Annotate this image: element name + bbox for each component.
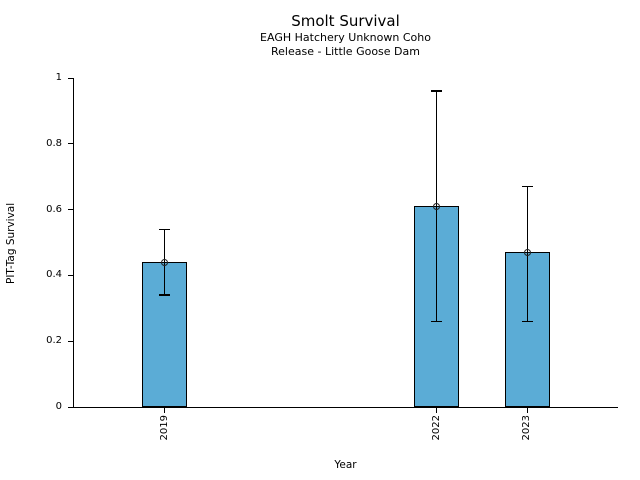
x-tick-mark <box>164 408 166 413</box>
x-tick-label-2019: 2019 <box>158 415 170 441</box>
y-axis-label: PIT-Tag Survival <box>5 202 17 284</box>
chart-subtitle-line-2: Release - Little Goose Dam <box>271 45 420 58</box>
y-tick-mark <box>68 143 73 145</box>
point-marker-2022 <box>433 202 441 210</box>
x-tick-label-2023: 2023 <box>521 415 533 441</box>
y-tick-mark <box>68 274 73 276</box>
y-tick-label: 0.8 <box>46 137 62 149</box>
point-marker-2023 <box>523 248 531 256</box>
x-tick-mark <box>436 408 438 413</box>
error-bar-cap-top-2023 <box>521 185 533 188</box>
y-tick-label: 1 <box>55 72 62 83</box>
y-tick-label: 0.2 <box>46 335 62 347</box>
error-bar-cap-bottom-2023 <box>521 320 533 323</box>
error-bar-cap-bottom-2019 <box>159 294 171 296</box>
x-tick-label-2022: 2022 <box>430 415 442 441</box>
y-tick-label: 0.6 <box>46 203 62 215</box>
error-bar-cap-bottom-2022 <box>431 320 443 323</box>
point-marker-2019 <box>161 258 169 266</box>
chart-subtitle-line-1: EAGH Hatchery Unknown Coho <box>260 31 431 44</box>
y-tick-label: 0.4 <box>46 269 62 281</box>
y-tick-label: 0 <box>55 401 62 412</box>
y-tick-mark <box>68 209 73 211</box>
y-tick-mark <box>68 340 73 342</box>
x-axis-label: Year <box>334 459 357 471</box>
chart-title: Smolt Survival <box>291 12 400 30</box>
y-tick-mark <box>68 406 73 408</box>
x-tick-mark <box>526 408 528 413</box>
error-bar-cap-top-2019 <box>159 228 171 231</box>
y-tick-mark <box>68 77 73 79</box>
error-bar-cap-top-2022 <box>431 90 443 92</box>
